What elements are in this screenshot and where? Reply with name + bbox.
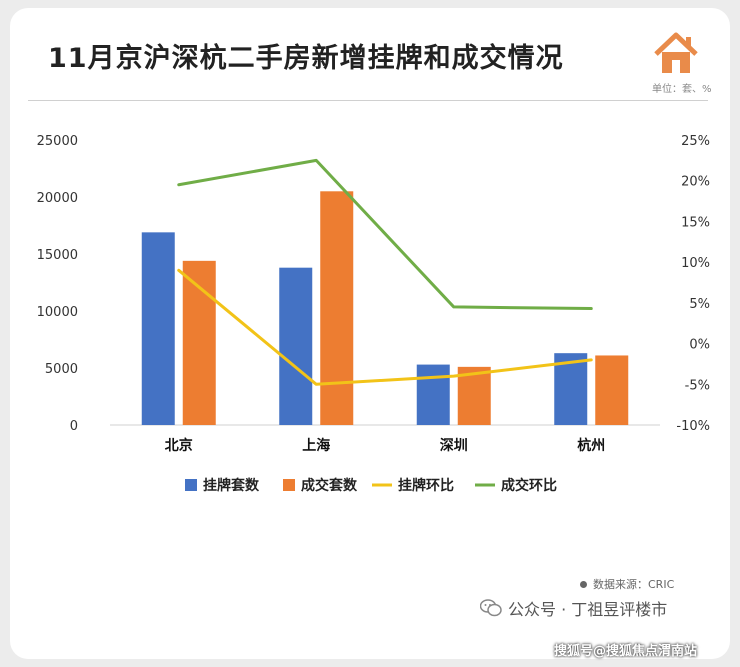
chart-card (10, 8, 730, 659)
right-axis-ticks: -10% -5% 0% 5% 10% 15% 20% 25% (676, 134, 710, 434)
category-label: 杭州 (577, 437, 605, 454)
right-tick-label: -10% (676, 419, 710, 434)
source-text: 数据来源：CRIC (593, 578, 675, 591)
bar-deal (595, 355, 629, 425)
bar-listing (416, 364, 450, 425)
left-tick-label: 15000 (37, 248, 78, 263)
unit-label: 单位：套、% (652, 84, 712, 95)
left-tick-label: 10000 (37, 305, 78, 320)
right-tick-label: 0% (689, 338, 710, 353)
legend-label: 成交套数 (301, 477, 358, 494)
legend-label: 成交环比 (501, 477, 557, 494)
right-tick-label: 15% (681, 215, 710, 230)
right-tick-label: 10% (681, 256, 710, 271)
bar-listing (279, 267, 313, 425)
category-label: 北京 (165, 437, 193, 454)
category-labels: 北京 上海 深圳 杭州 (165, 437, 606, 454)
category-label: 上海 (302, 437, 330, 454)
right-tick-label: -5% (685, 378, 710, 393)
house-logo-icon (654, 32, 698, 73)
combo-chart: 0 5000 10000 15000 20000 25000 -10% -5% 0% 5% 10%… (37, 134, 710, 494)
bar-deal (320, 191, 354, 425)
legend-swatch (283, 479, 295, 491)
left-axis-ticks: 0 5000 10000 15000 20000 25000 (37, 134, 78, 434)
left-tick-label: 0 (70, 419, 78, 434)
legend: 挂牌套数 成交套数 挂牌环比 成交环比 (185, 477, 557, 494)
chart-title: 11月京沪深杭二手房新增挂牌和成交情况 (48, 43, 564, 74)
bar-listing (554, 353, 588, 425)
bullet-dot (580, 581, 587, 588)
bars-group (141, 191, 629, 425)
line-listing-mom (177, 268, 593, 386)
bar-listing (141, 232, 175, 425)
wechat-account-name: 公众号 · 丁祖昱评楼市 (508, 600, 668, 619)
right-tick-label: 5% (689, 297, 710, 312)
left-tick-label: 5000 (45, 362, 78, 377)
title-divider (28, 100, 708, 101)
left-tick-label: 25000 (37, 134, 78, 149)
right-tick-label: 25% (681, 134, 710, 149)
category-label: 深圳 (440, 437, 468, 454)
wechat-account[interactable]: 公众号 · 丁祖昱评楼市 (480, 596, 667, 620)
line-deal-mom (177, 158, 593, 311)
left-tick-label: 20000 (37, 191, 78, 206)
lines-group (177, 158, 593, 386)
legend-label: 挂牌环比 (398, 477, 454, 494)
right-tick-label: 20% (681, 175, 710, 190)
wechat-icon (480, 599, 502, 617)
source-note: 数据来源：CRIC (580, 576, 674, 592)
legend-swatch (185, 479, 197, 491)
bar-deal (457, 366, 491, 425)
watermark-text: 搜狐号@搜狐焦点渭南站 (554, 644, 698, 659)
legend-label: 挂牌套数 (203, 477, 260, 494)
